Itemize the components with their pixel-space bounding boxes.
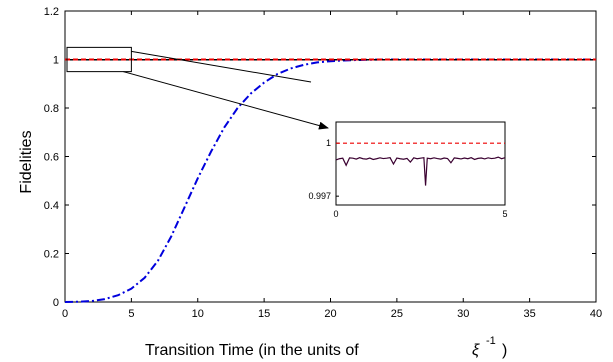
x-tick-label: 0	[62, 308, 68, 320]
x-tick-label: 5	[128, 308, 134, 320]
x-tick-label: 40	[590, 308, 602, 320]
x-axis-label-exponent: -1	[486, 335, 496, 347]
x-axis-label-unit: ξ	[472, 342, 480, 359]
zoom-connector-line	[131, 50, 312, 83]
y-tick-label: 0.6	[44, 152, 59, 164]
y-tick-label: 0.8	[44, 103, 59, 115]
x-tick-label: 10	[192, 308, 204, 320]
inset-y-tick-label: 0.997	[308, 191, 331, 201]
y-tick-label: 1	[53, 55, 59, 67]
x-tick-label: 20	[324, 308, 336, 320]
y-axis-label: Fidelities	[18, 130, 35, 193]
y-tick-label: 1.2	[44, 6, 59, 18]
x-axis-label-close: )	[502, 342, 507, 359]
zoom-arrow	[123, 71, 329, 130]
x-tick-label: 30	[457, 308, 469, 320]
y-tick-label: 0	[53, 297, 59, 309]
x-axis-label: Transition Time (in the units of ξ -1 )	[145, 335, 507, 359]
x-tick-label: 35	[524, 308, 536, 320]
plot-frame	[64, 10, 597, 303]
inset-x-tick-label: 0	[333, 209, 338, 219]
inset-frame	[335, 121, 506, 206]
inset-x-tick-label: 5	[502, 209, 507, 219]
zoom-box	[66, 46, 132, 73]
inset-plot: 0 5 1 0.997	[308, 121, 508, 219]
x-axis-label-text: Transition Time (in the units of	[145, 342, 359, 359]
x-tick-label: 25	[391, 308, 403, 320]
x-tick-label: 15	[258, 308, 270, 320]
y-tick-label: 0.4	[44, 200, 59, 212]
y-tick-label: 0.2	[44, 249, 59, 261]
inset-y-tick-label: 1	[326, 138, 331, 148]
inset-series-line-solid	[335, 156, 506, 186]
series-line-dashdot	[64, 58, 596, 303]
